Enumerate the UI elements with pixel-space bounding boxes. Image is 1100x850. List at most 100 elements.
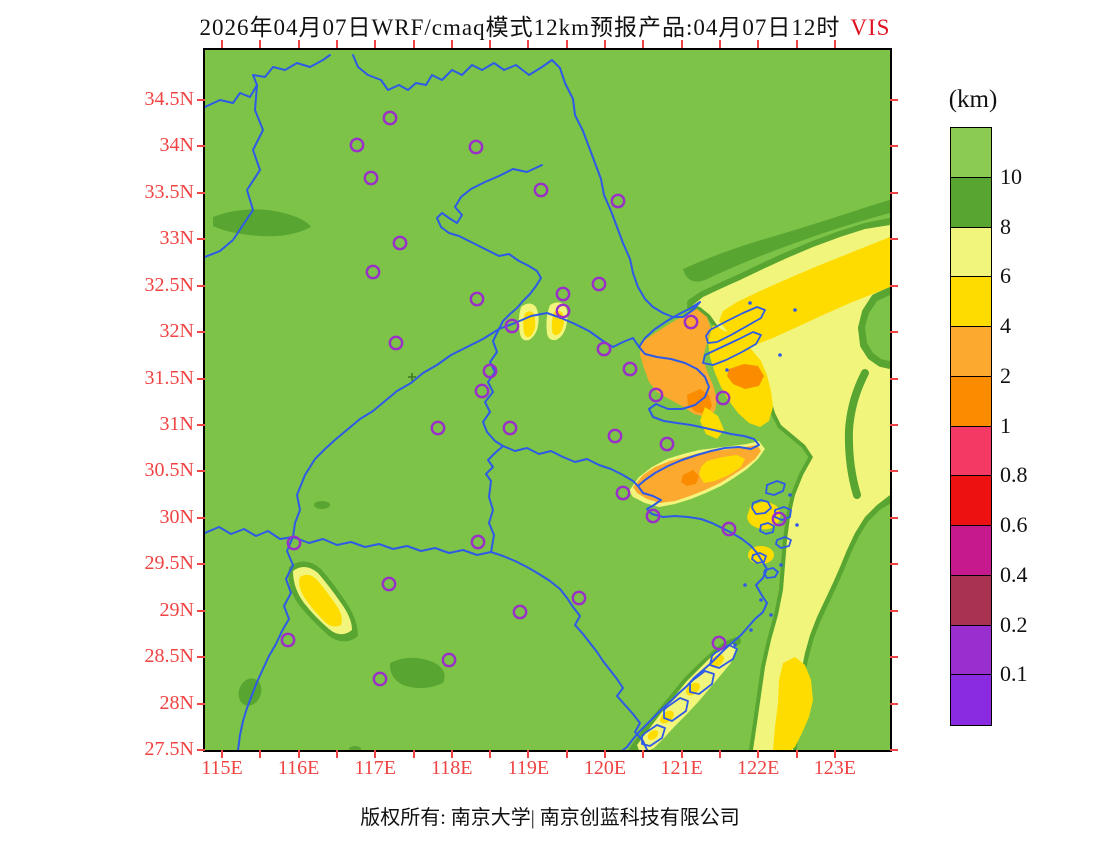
lat-tick-label: 33.5N [144,180,194,203]
colorbar-segment [951,327,991,377]
station-marker [382,110,398,126]
station-markers [280,110,787,687]
lat-tick-label: 31.5N [144,366,194,389]
station-marker [648,387,664,403]
station-marker [392,235,408,251]
pale-chain [637,644,737,750]
lon-tick-bottom [297,750,300,758]
notch-rim [858,287,890,369]
lat-tick-left [197,749,205,752]
lon-tick-label: 117E [354,757,396,779]
station-marker [596,341,612,357]
lon-tick-label: 115E [201,757,243,779]
station-marker [610,193,626,209]
lat-tick-right [890,424,898,426]
station-marker [504,318,520,334]
station-marker [591,276,607,292]
station-marker [482,363,498,379]
station-marker [349,137,365,153]
colorbar-unit-label: (km) [948,86,998,113]
lat-tick-left [197,656,205,659]
lat-tick-right [890,563,898,566]
lon-tick-label: 122E [737,757,780,779]
colorbar-segment [951,675,991,725]
colorbar-segment [951,476,991,526]
lon-tick-top [335,40,338,48]
lat-tick-label: 28N [159,691,194,714]
gold-band-ne [719,237,890,355]
lon-tick-bottom [565,750,568,758]
lon-tick-bottom [833,750,836,758]
lon-tick-bottom [450,750,453,758]
lon-tick-bottom [221,750,223,758]
colorbar-segment [951,128,991,178]
station-marker [441,652,457,668]
province-borders [205,54,768,750]
border-nw-vertical [205,84,264,258]
lon-tick-top [297,40,300,48]
lon-tick-bottom [757,750,760,758]
lat-tick-right [890,656,898,659]
border-sw-vertical [237,536,294,750]
station-marker [502,420,518,436]
lat-tick-right [890,99,898,101]
gold-zhoushan-2 [748,546,774,564]
lat-tick-right [890,331,898,334]
station-marker [771,511,787,527]
colorbar-segment [951,376,991,427]
sw-patch-gold [299,574,342,627]
border-jiangsu-anhui-south [482,328,504,553]
station-marker [607,428,623,444]
lon-tick-bottom [335,750,338,758]
copyright-text: 版权所有: 南京大学| 南京创蓝科技有限公司 [360,807,740,829]
station-marker [388,335,404,351]
lat-tick-left [197,331,205,334]
gold-chain-1 [710,654,724,668]
lon-tick-top [642,40,645,48]
dark-green-patch-w [314,501,330,509]
colorbar [950,127,992,726]
gold-bay-core [699,455,745,483]
lon-tick-bottom [680,750,683,758]
colorbar-segment [951,426,991,477]
lon-tick-top [718,40,721,48]
colorbar-boundary-label: 2 [1000,362,1011,388]
lat-tick-label: 29.5N [144,552,194,575]
colorbar-boundary-label: 8 [1000,213,1011,239]
station-marker [365,264,381,280]
lon-tick-top [374,40,377,48]
lat-tick-left [197,191,205,194]
station-marker [381,576,397,592]
lat-tick-label: 32N [159,320,194,343]
lat-tick-label: 29N [159,598,194,621]
gold-chain-4 [647,730,659,740]
dark-green-coastal-strip-ne [683,200,890,282]
station-marker [555,286,571,302]
dark-band-east [844,369,869,499]
border-anhui-zhejiang-south [292,536,648,750]
green-notch-east [865,295,890,361]
lat-tick-label: 30N [159,505,194,528]
station-marker [615,485,631,501]
border-north-west [205,54,331,108]
lat-tick-left [197,238,205,241]
station-marker [533,182,549,198]
deep-orange-bay [681,470,699,486]
lat-tick-label: 30.5N [144,459,194,482]
station-marker [721,521,737,537]
border-jiangsu-anhui-north [436,164,543,330]
colorbar-segment [951,625,991,676]
lon-tick-top [680,40,683,48]
lat-tick-left [197,470,205,473]
lon-tick-bottom [489,750,492,758]
lat-tick-label: 27.5N [144,738,194,761]
station-marker [280,632,296,648]
lat-tick-label: 31N [159,413,194,435]
station-marker [645,508,661,524]
deep-orange-estuary-1 [727,364,764,389]
lat-tick-right [890,609,898,612]
lon-tick-bottom [642,750,645,758]
terrain-cross-marker [408,373,416,381]
gold-column-se [773,657,813,750]
lon-tick-bottom [604,750,606,758]
